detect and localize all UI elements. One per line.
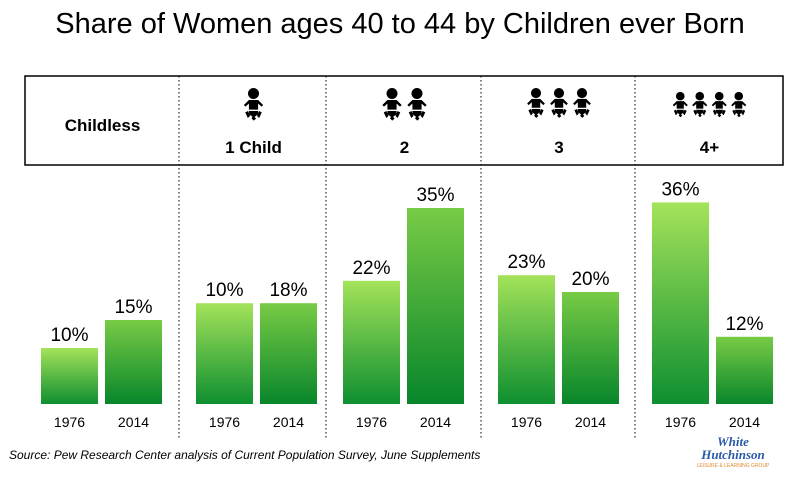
year-label-1976-childless: 1976 xyxy=(54,414,85,430)
bar-1976-childless xyxy=(41,348,98,404)
source-note: Source: Pew Research Center analysis of … xyxy=(9,448,480,462)
value-label-2014-3: 20% xyxy=(571,269,609,290)
value-label-1976-1-child: 10% xyxy=(205,280,243,301)
category-header-box xyxy=(24,75,784,166)
baby-icon xyxy=(243,88,264,121)
logo-line-1: White xyxy=(717,434,749,449)
bars xyxy=(41,202,773,404)
bar-1976-2 xyxy=(343,280,400,404)
value-label-1976-2: 22% xyxy=(352,258,390,279)
year-label-2014-3: 2014 xyxy=(575,414,606,430)
category-label-childless: Childless xyxy=(65,116,141,135)
value-label-2014-1-child: 18% xyxy=(269,280,307,301)
baby-icon xyxy=(573,87,591,118)
value-label-2014-childless: 15% xyxy=(114,297,152,318)
value-label-2014-4: 12% xyxy=(725,314,763,335)
baby-icon xyxy=(692,91,708,118)
white-hutchinson-logo: White Hutchinson LEISURE & LEARNING GROU… xyxy=(697,434,770,469)
logo-line-2: Hutchinson xyxy=(700,447,765,462)
bar-2014-4 xyxy=(716,336,773,404)
year-label-2014-childless: 2014 xyxy=(118,414,149,430)
year-label-2014-4: 2014 xyxy=(729,414,760,430)
value-label-1976-childless: 10% xyxy=(50,325,88,346)
baby-icon xyxy=(407,88,427,121)
bar-2014-childless xyxy=(105,320,162,404)
value-label-1976-4: 36% xyxy=(661,179,699,200)
value-label-1976-3: 23% xyxy=(507,252,545,273)
bar-2014-2 xyxy=(407,208,464,404)
value-labels: 10% 15% 10% 18% 22% 35% 23% 20% 36% 12% xyxy=(50,179,763,346)
bar-1976-4 xyxy=(652,202,709,404)
baby-icon xyxy=(550,87,568,118)
value-label-2014-2: 35% xyxy=(416,185,454,206)
year-label-1976-4: 1976 xyxy=(665,414,696,430)
logo-tagline: LEISURE & LEARNING GROUP xyxy=(697,463,770,469)
year-label-2014-1-child: 2014 xyxy=(273,414,304,430)
baby-icon xyxy=(527,87,545,118)
baby-icon xyxy=(672,91,688,118)
bar-1976-3 xyxy=(498,275,555,404)
year-labels: 1976 2014 1976 2014 1976 2014 1976 2014 1976 2014 xyxy=(54,414,760,430)
baby-icon xyxy=(731,91,747,118)
panel-dividers xyxy=(178,76,636,440)
category-label-4: 4+ xyxy=(700,138,719,157)
bar-1976-1-child xyxy=(196,303,253,404)
year-label-1976-2: 1976 xyxy=(356,414,387,430)
baby-icon xyxy=(711,91,727,118)
baby-icon xyxy=(382,88,402,121)
bar-2014-3 xyxy=(562,292,619,404)
category-label-3: 3 xyxy=(554,138,563,157)
bar-2014-1-child xyxy=(260,303,317,404)
year-label-2014-2: 2014 xyxy=(420,414,451,430)
year-label-1976-1-child: 1976 xyxy=(209,414,240,430)
year-label-1976-3: 1976 xyxy=(511,414,542,430)
chart-title: Share of Women ages 40 to 44 by Children… xyxy=(55,8,744,40)
category-label-1-child: 1 Child xyxy=(225,138,282,157)
category-headers: Childless 1 Child 2 3 4+ xyxy=(65,87,747,157)
category-label-2: 2 xyxy=(400,138,409,157)
